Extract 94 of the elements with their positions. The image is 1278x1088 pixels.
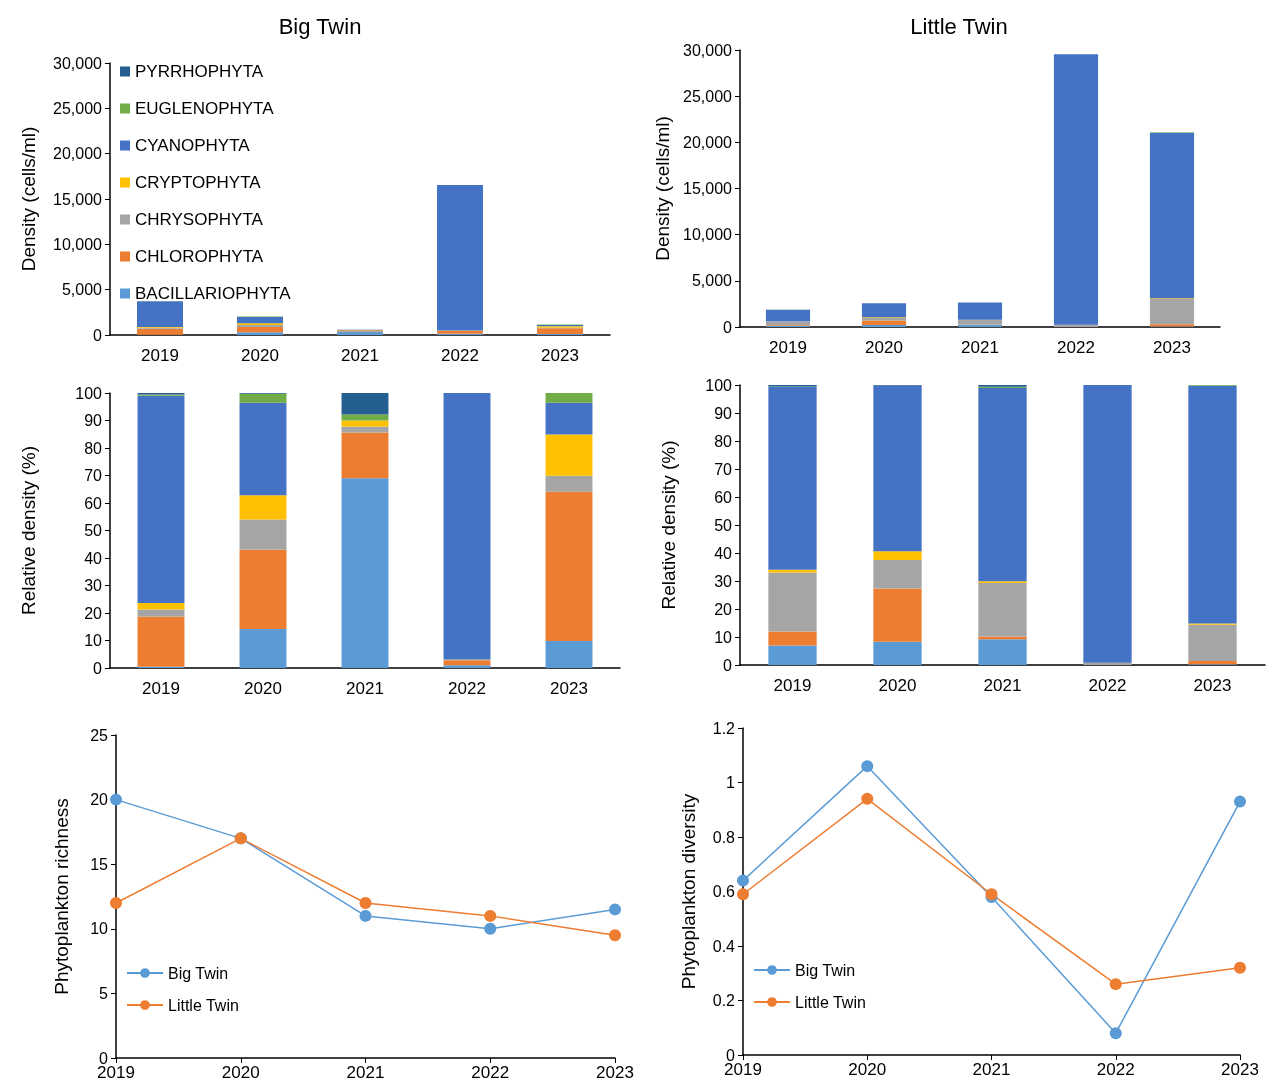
x-tick-label: 2021 bbox=[972, 1060, 1011, 1079]
x-tick-label: 2020 bbox=[865, 338, 903, 357]
y-tick-label: 25,000 bbox=[53, 99, 103, 117]
y-tick-label: 15 bbox=[90, 855, 109, 873]
y-axis-title: Phytoplankton richness bbox=[51, 798, 72, 995]
legend-label: Little Twin bbox=[168, 996, 239, 1014]
legend-label: BACILLARIOPHYTA bbox=[135, 284, 292, 303]
y-tick-label: 0.2 bbox=[712, 992, 736, 1009]
x-tick-label: 2022 bbox=[1057, 338, 1095, 357]
y-tick-label: 60 bbox=[714, 488, 733, 506]
y-axis-title: Relative density (%) bbox=[18, 446, 39, 615]
y-tick-label: 50 bbox=[714, 516, 733, 534]
y-axis-title: Density (cells/ml) bbox=[18, 126, 39, 272]
y-tick-label: 10,000 bbox=[683, 226, 733, 244]
y-tick-label: 30 bbox=[714, 572, 733, 590]
y-tick-label: 0.6 bbox=[712, 883, 736, 900]
y-axis-title: Phytoplankton diversity bbox=[678, 793, 699, 990]
y-tick-label: 5,000 bbox=[691, 272, 733, 290]
x-tick-label: 2020 bbox=[241, 346, 279, 365]
y-tick-label: 0 bbox=[723, 318, 733, 336]
y-tick-label: 90 bbox=[84, 412, 103, 429]
y-tick-label: 0 bbox=[723, 656, 733, 674]
legend-label: PYRRHOPHYTA bbox=[135, 62, 264, 81]
y-tick-label: 20,000 bbox=[53, 145, 103, 163]
legend-label: EUGLENOPHYTA bbox=[135, 99, 275, 118]
x-tick-label: 2022 bbox=[471, 1063, 510, 1082]
y-tick-label: 40 bbox=[84, 549, 103, 567]
y-tick-label: 20,000 bbox=[683, 133, 733, 151]
y-tick-label: 0.4 bbox=[712, 937, 736, 955]
y-tick-label: 15,000 bbox=[53, 190, 103, 208]
y-tick-label: 5,000 bbox=[61, 281, 103, 299]
x-tick-label: 2021 bbox=[346, 1063, 385, 1082]
x-tick-label: 2020 bbox=[848, 1060, 887, 1079]
x-tick-label: 2022 bbox=[441, 346, 479, 365]
legend-label: Big Twin bbox=[795, 961, 856, 979]
x-tick-label: 2020 bbox=[878, 676, 917, 695]
x-tick-label: 2019 bbox=[773, 676, 812, 695]
y-tick-label: 50 bbox=[84, 522, 103, 539]
legend-label: CRYPTOPHYTA bbox=[135, 173, 262, 192]
y-tick-label: 30 bbox=[84, 577, 103, 594]
y-tick-label: 60 bbox=[84, 494, 103, 512]
x-tick-label: 2021 bbox=[346, 679, 384, 698]
y-tick-label: 20 bbox=[90, 791, 109, 809]
y-tick-label: 20 bbox=[714, 600, 733, 618]
y-tick-label: 1.2 bbox=[712, 719, 736, 737]
y-tick-label: 30,000 bbox=[53, 54, 103, 72]
y-tick-label: 20 bbox=[84, 604, 103, 622]
x-tick-label: 2019 bbox=[142, 679, 180, 698]
y-tick-label: 0 bbox=[93, 326, 103, 344]
y-tick-label: 5 bbox=[99, 984, 109, 1002]
y-tick-label: 0.8 bbox=[712, 828, 736, 846]
y-tick-label: 10 bbox=[90, 920, 109, 938]
y-tick-label: 90 bbox=[714, 404, 733, 422]
y-tick-label: 80 bbox=[714, 432, 733, 450]
x-tick-label: 2023 bbox=[541, 346, 579, 365]
y-tick-label: 10 bbox=[714, 628, 733, 646]
x-tick-label: 2023 bbox=[550, 679, 588, 698]
y-tick-label: 80 bbox=[84, 439, 103, 457]
x-tick-label: 2020 bbox=[244, 679, 282, 698]
legend-label: CHLOROPHYTA bbox=[135, 247, 264, 266]
x-tick-label: 2023 bbox=[1153, 338, 1191, 357]
x-tick-label: 2023 bbox=[1193, 676, 1232, 695]
x-tick-label: 2022 bbox=[448, 679, 486, 698]
chart-title: Big Twin bbox=[278, 13, 362, 39]
x-tick-label: 2022 bbox=[1096, 1060, 1135, 1079]
y-tick-label: 25 bbox=[90, 726, 109, 744]
x-tick-label: 2022 bbox=[1088, 676, 1127, 695]
y-tick-label: 25,000 bbox=[683, 87, 733, 105]
legend-label: CHRYSOPHYTA bbox=[135, 210, 264, 229]
y-tick-label: 1 bbox=[726, 774, 736, 791]
y-tick-label: 100 bbox=[705, 376, 733, 394]
y-tick-label: 70 bbox=[714, 460, 733, 478]
y-axis-title: Relative density (%) bbox=[658, 440, 679, 610]
x-tick-label: 2021 bbox=[961, 338, 999, 357]
y-tick-label: 30,000 bbox=[683, 41, 733, 59]
y-tick-label: 40 bbox=[714, 544, 733, 562]
y-tick-label: 10 bbox=[84, 632, 103, 649]
x-tick-label: 2021 bbox=[983, 676, 1022, 695]
x-tick-label: 2019 bbox=[769, 338, 807, 357]
x-tick-label: 2020 bbox=[221, 1063, 260, 1082]
legend-label: CYANOPHYTA bbox=[135, 136, 251, 155]
y-tick-label: 70 bbox=[84, 467, 103, 484]
chart-title: Little Twin bbox=[910, 13, 1008, 39]
y-tick-label: 15,000 bbox=[683, 180, 733, 197]
x-tick-label: 2023 bbox=[596, 1063, 634, 1082]
x-tick-label: 2019 bbox=[141, 346, 179, 365]
x-tick-label: 2023 bbox=[1221, 1060, 1259, 1079]
legend-label: Big Twin bbox=[168, 964, 229, 982]
y-tick-label: 10,000 bbox=[53, 235, 103, 253]
x-tick-label: 2021 bbox=[341, 346, 379, 365]
y-tick-label: 100 bbox=[75, 384, 103, 402]
legend-label: Little Twin bbox=[795, 993, 866, 1011]
y-tick-label: 0 bbox=[93, 659, 103, 677]
y-axis-title: Density (cells/ml) bbox=[652, 116, 674, 261]
